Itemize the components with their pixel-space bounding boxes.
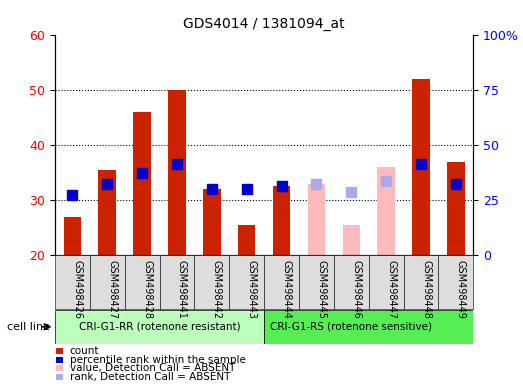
Point [277,183,286,189]
Point [417,161,425,167]
Bar [64,217,81,255]
FancyBboxPatch shape [195,255,229,309]
Text: rank, Detection Call = ABSENT: rank, Detection Call = ABSENT [70,372,230,382]
FancyBboxPatch shape [264,310,473,344]
Point [68,192,76,198]
Bar [343,225,360,255]
FancyBboxPatch shape [55,255,90,309]
Point [347,189,356,195]
Point [138,169,146,175]
Bar [168,90,186,255]
Text: GSM498447: GSM498447 [386,260,396,319]
Text: GSM498442: GSM498442 [212,260,222,319]
Text: CRI-G1-RR (rotenone resistant): CRI-G1-RR (rotenone resistant) [78,322,241,332]
Text: GSM498427: GSM498427 [107,260,117,319]
FancyBboxPatch shape [299,255,334,309]
Text: percentile rank within the sample: percentile rank within the sample [70,355,245,365]
Text: GSM498443: GSM498443 [247,260,257,319]
Bar [238,225,255,255]
Text: GSM498449: GSM498449 [456,260,466,319]
FancyBboxPatch shape [438,255,473,309]
Text: GSM498426: GSM498426 [72,260,82,319]
FancyBboxPatch shape [160,255,195,309]
FancyBboxPatch shape [55,310,264,344]
Point [243,186,251,192]
Bar [203,189,221,255]
Text: count: count [70,346,99,356]
Bar [378,167,395,255]
FancyBboxPatch shape [124,255,160,309]
Bar [273,186,290,255]
Text: GSM498428: GSM498428 [142,260,152,319]
Title: GDS4014 / 1381094_at: GDS4014 / 1381094_at [183,17,345,31]
Bar [447,162,464,255]
Point [208,186,216,192]
FancyBboxPatch shape [369,255,404,309]
Text: GSM498441: GSM498441 [177,260,187,319]
Text: GSM498448: GSM498448 [421,260,431,319]
FancyBboxPatch shape [90,255,124,309]
Point [452,180,460,187]
Text: cell line: cell line [7,322,50,332]
FancyBboxPatch shape [264,255,299,309]
Bar [308,184,325,255]
Text: value, Detection Call = ABSENT: value, Detection Call = ABSENT [70,363,235,373]
Point [103,180,111,187]
Point [382,178,390,184]
Text: GSM498446: GSM498446 [351,260,361,319]
FancyBboxPatch shape [229,255,264,309]
Bar [412,79,430,255]
FancyBboxPatch shape [334,255,369,309]
Bar [133,112,151,255]
FancyBboxPatch shape [404,255,438,309]
Point [312,180,321,187]
Point [173,161,181,167]
Text: GSM498445: GSM498445 [316,260,326,319]
Text: CRI-G1-RS (rotenone sensitive): CRI-G1-RS (rotenone sensitive) [270,322,433,332]
Bar [98,170,116,255]
Text: GSM498444: GSM498444 [281,260,291,319]
